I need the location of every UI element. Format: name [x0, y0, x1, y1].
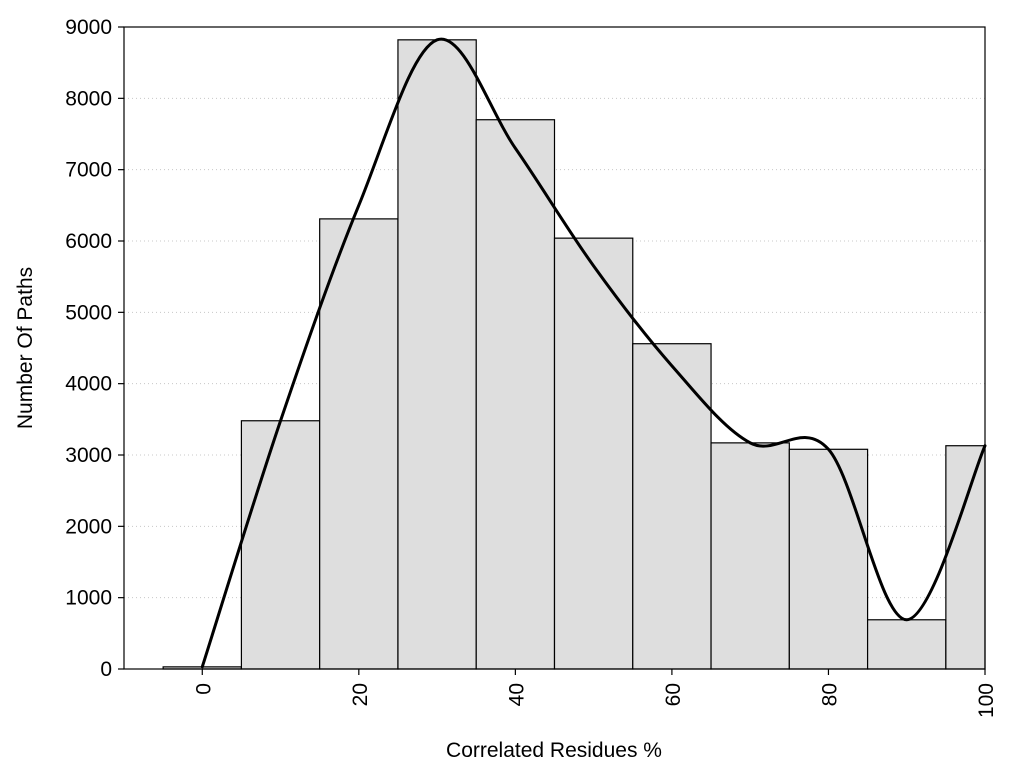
x-axis-label: Correlated Residues % [446, 739, 662, 762]
bar-30 [397, 39, 477, 670]
y-tick-label-2000: 2000 [65, 515, 112, 538]
x-tick-label-100: 100 [975, 683, 998, 718]
x-tick-label-40: 40 [505, 683, 528, 706]
bar-70 [710, 442, 790, 670]
y-tick-label-9000: 9000 [65, 16, 112, 39]
y-axis-label: Number Of Paths [14, 267, 37, 429]
bar-40 [475, 119, 556, 670]
y-tick-label-3000: 3000 [65, 444, 112, 467]
bar-10 [240, 420, 321, 670]
bar-60 [632, 343, 712, 670]
bar-80 [788, 448, 869, 670]
y-tick-label-6000: 6000 [65, 230, 112, 253]
trend-curve [200, 37, 987, 669]
x-tick-label-0: 0 [192, 683, 215, 695]
x-tick-label-20: 20 [349, 683, 372, 706]
bars [162, 39, 986, 670]
y-tick-label-7000: 7000 [65, 159, 112, 182]
smooth-curve-layer [200, 37, 987, 669]
bar-100 [945, 445, 986, 670]
x-tick-label-80: 80 [818, 683, 841, 706]
y-tick-label-4000: 4000 [65, 373, 112, 396]
plot-frame [123, 26, 986, 670]
x-axis-ticks: 0 20 40 60 80 100 [192, 669, 998, 718]
y-tick-label-5000: 5000 [65, 301, 112, 324]
y-tick-label-0: 0 [100, 658, 112, 681]
y-axis-ticks: 0 1000 2000 3000 4000 5000 6000 7000 8000 9000 [65, 16, 124, 681]
y-tick-label-1000: 1000 [65, 587, 112, 610]
y-tick-label-8000: 8000 [65, 87, 112, 110]
bar-20 [319, 218, 399, 670]
x-tick-label-60: 60 [662, 683, 685, 706]
bar-90 [866, 619, 947, 670]
